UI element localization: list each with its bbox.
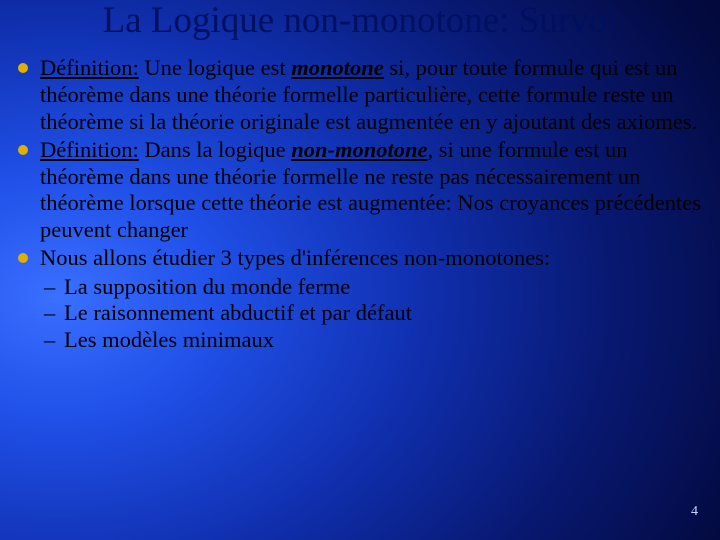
- slide-title: La Logique non-monotone: Survol: [0, 0, 720, 41]
- list-item: Nous allons étudier 3 types d'inférences…: [14, 245, 708, 353]
- bullet-list: Définition: Une logique est monotone si,…: [14, 55, 708, 353]
- keyword: monotone: [291, 55, 384, 80]
- keyword: non-monotone: [291, 137, 427, 162]
- slide-body: Définition: Une logique est monotone si,…: [0, 41, 720, 353]
- sub-list-item: La supposition du monde ferme: [40, 274, 708, 301]
- definition-term: Définition:: [40, 137, 139, 162]
- sub-list-item: Le raisonnement abductif et par défaut: [40, 300, 708, 327]
- sub-list-item: Les modèles minimaux: [40, 327, 708, 354]
- text: Nous allons étudier 3 types d'inférences…: [40, 245, 550, 270]
- sub-list: La supposition du monde ferme Le raisonn…: [40, 274, 708, 354]
- definition-term: Définition:: [40, 55, 139, 80]
- text: Une logique est: [139, 55, 291, 80]
- list-item: Définition: Une logique est monotone si,…: [14, 55, 708, 135]
- text: Dans la logique: [139, 137, 291, 162]
- list-item: Définition: Dans la logique non-monotone…: [14, 137, 708, 243]
- page-number: 4: [691, 504, 698, 520]
